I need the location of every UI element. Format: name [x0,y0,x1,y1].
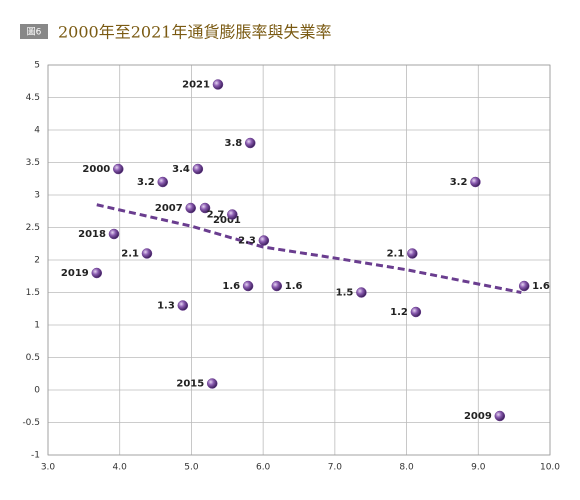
y-tick-label: 2.5 [26,223,40,233]
y-tick-label: 3.5 [26,158,40,168]
point [141,248,153,259]
y-tick-label: 3 [34,191,40,201]
point [244,137,256,149]
point [470,176,481,188]
grid: -1 -0.5 0 0.5 1 1.5 2 2.5 3 3.5 4 4.5 5 3.0 4.0 5.0 6.0 7… [22,61,560,473]
x-tick-label: 9.0 [471,463,486,473]
point-label: 2007 [155,203,183,214]
point [518,280,530,292]
point-label: 2.1 [121,249,139,260]
point-label: 3.8 [225,138,243,149]
x-tick-label: 3.0 [41,463,56,473]
y-tick-label: 1 [34,321,40,331]
point-label: 1.3 [157,301,175,312]
point [192,163,204,175]
point [113,163,124,175]
point [91,267,103,279]
y-tick-label: 2 [34,256,40,266]
point [407,248,418,259]
x-tick-label: 4.0 [113,463,128,473]
point-label: 1.6 [222,281,240,292]
point-label: 2021 [182,80,210,91]
y-tick-label: 0 [34,386,40,396]
point-label: 2001 [213,215,241,226]
point [212,79,224,90]
point-label: 2009 [464,411,492,422]
x-tick-label: 8.0 [399,463,414,473]
point-label: 2000 [82,164,110,175]
point-label: 3.2 [450,177,468,188]
point-label: 2.7 [207,210,225,221]
point [108,228,120,240]
point [227,209,238,220]
point-label: 2018 [78,229,106,240]
y-tick-label: 5 [34,61,40,71]
trend-line [96,203,522,294]
x-tick-label: 7.0 [328,463,343,473]
point [258,235,270,246]
point [157,176,168,188]
point [199,202,211,214]
x-tick-label: 5.0 [184,463,199,473]
badge: 圖6 [27,27,42,38]
y-tick-label: -1 [31,451,40,461]
point-label: 3.2 [137,177,155,188]
y-tick-label: 0.5 [26,353,40,363]
point [242,280,254,292]
point-label: 1.2 [390,307,408,318]
chart-title: 2000年至2021年通貨膨脹率與失業率 [58,23,331,42]
x-tick-label: 6.0 [256,463,271,473]
point-label: 3.4 [172,164,190,175]
point-label: 2019 [61,268,89,279]
y-tick-label: 1.5 [26,288,40,298]
point-label: 2.3 [238,236,256,247]
y-tick-label: -0.5 [22,418,40,428]
y-tick-label: 4 [34,126,40,136]
x-tick-label: 10.0 [540,463,560,473]
point [410,306,422,318]
point [494,410,506,422]
point [177,300,189,311]
point [206,378,218,389]
point [271,280,283,292]
point-label: 1.6 [532,281,550,292]
point-label: 1.6 [285,281,303,292]
point-label: 1.5 [336,288,354,299]
plot-frame [47,64,551,456]
point [185,202,196,214]
point [356,287,367,298]
point-label: 2.1 [387,249,405,260]
badge-box [20,24,48,39]
y-tick-label: 4.5 [26,93,40,103]
point-label: 2015 [176,379,204,390]
